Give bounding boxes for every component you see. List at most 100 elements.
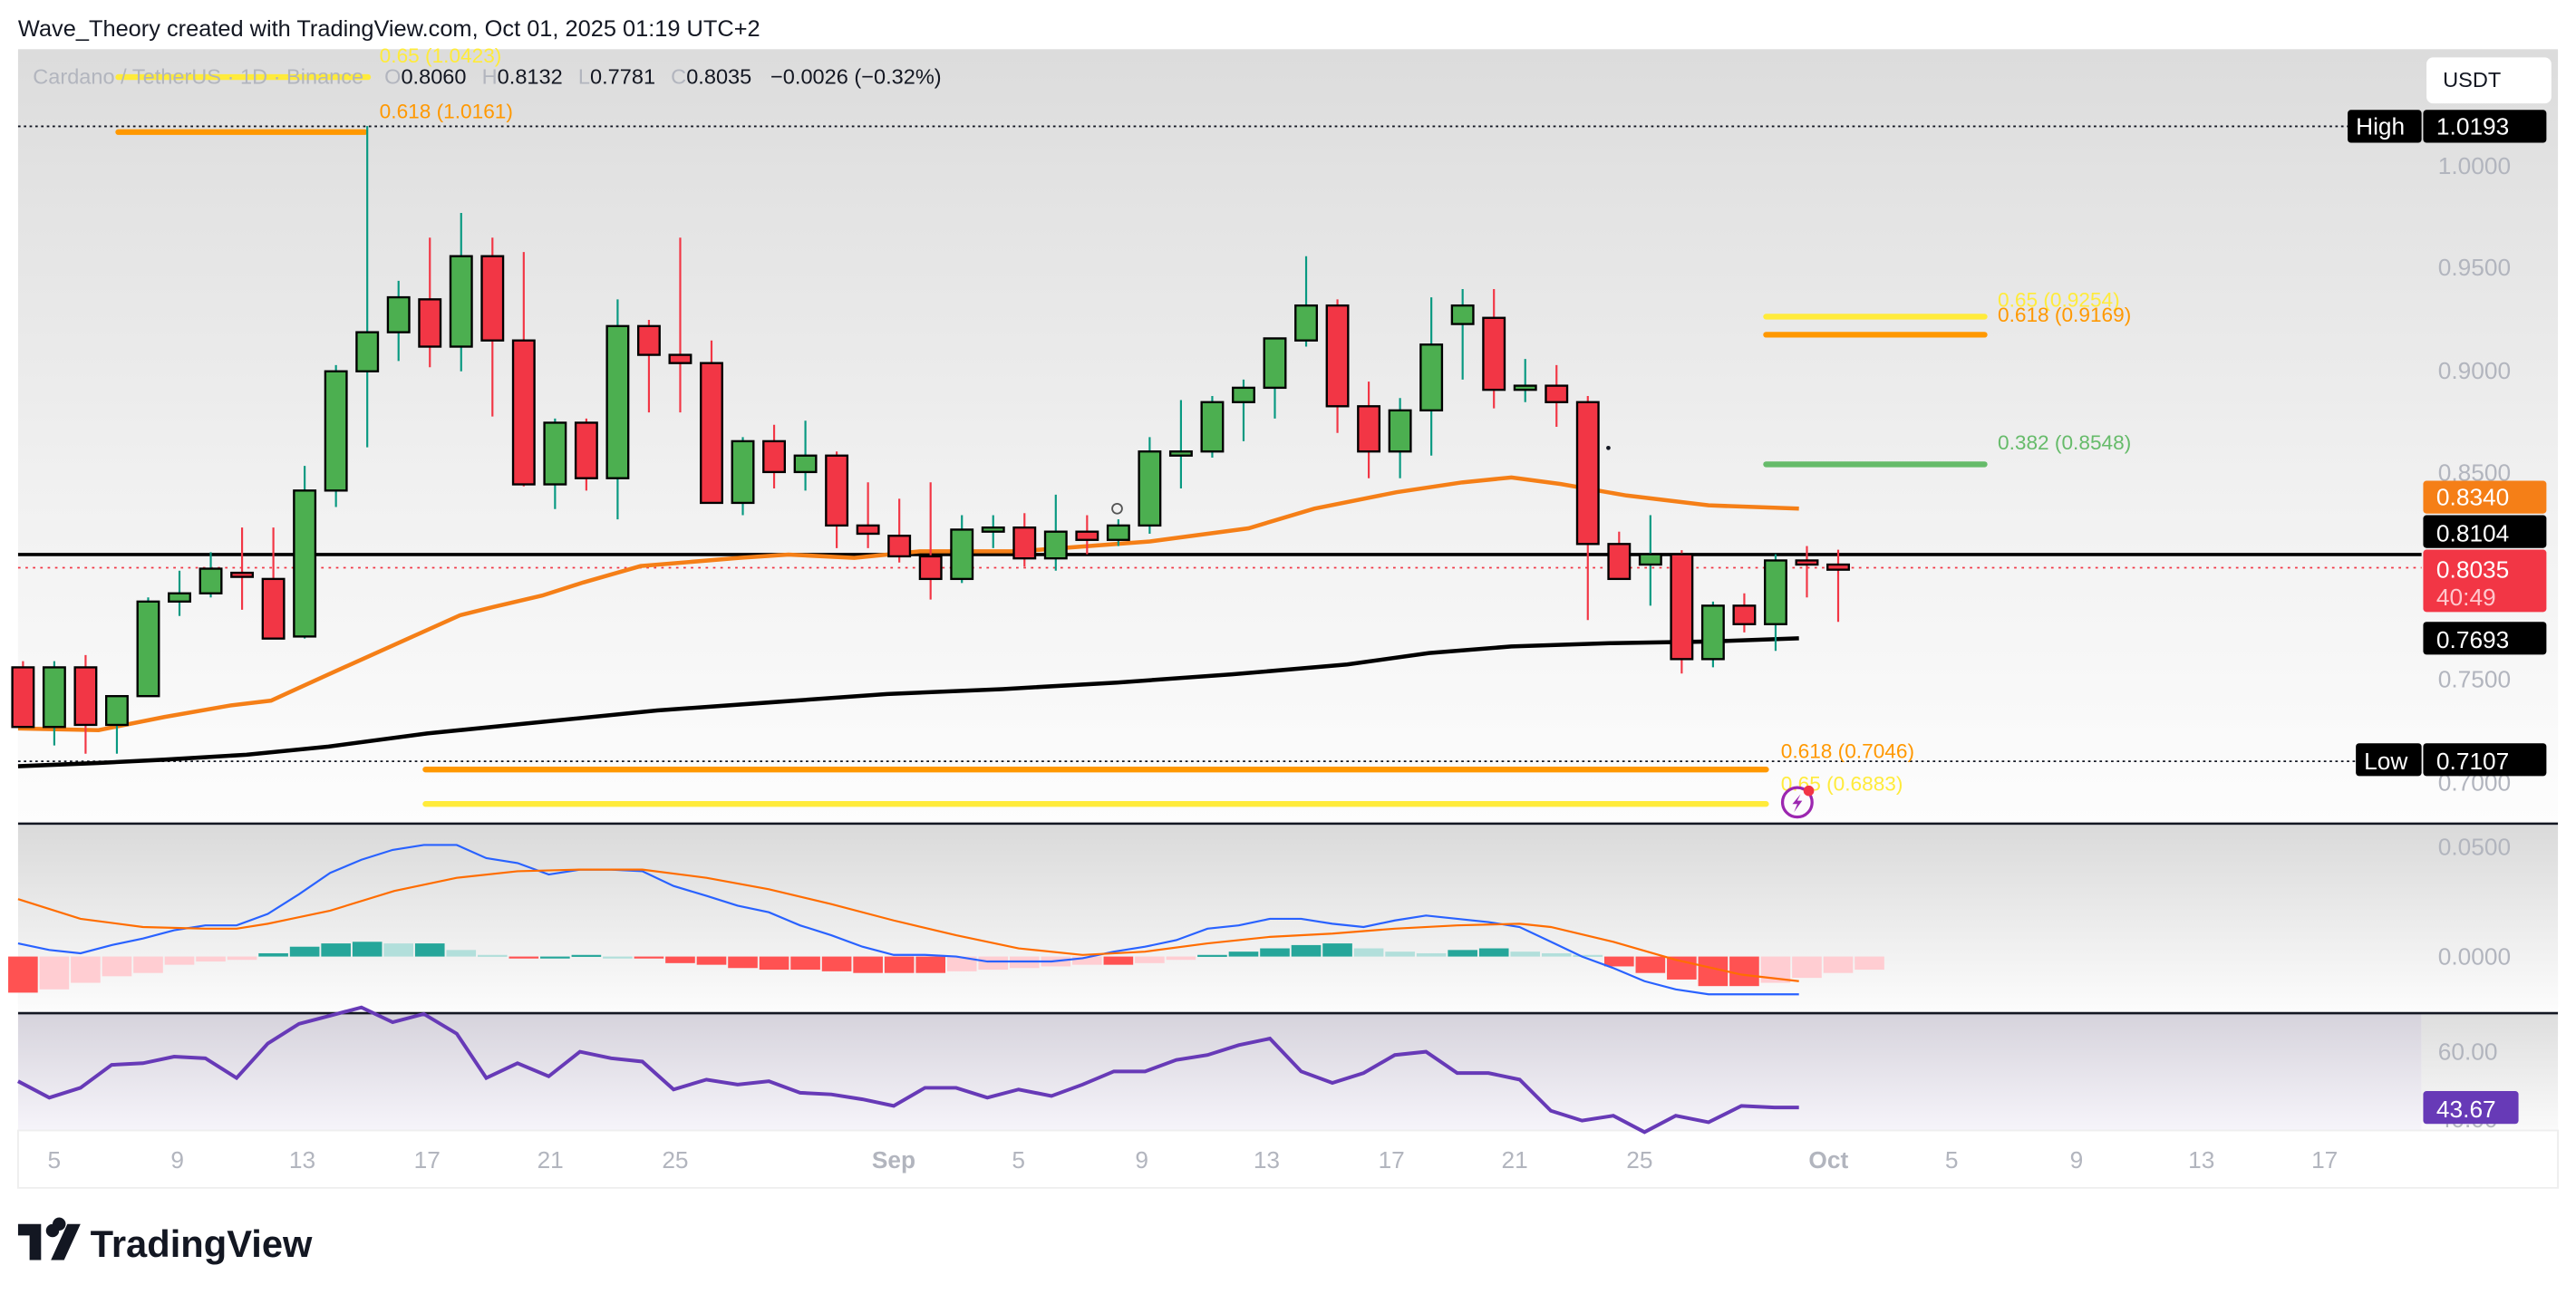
candle[interactable] (605, 299, 630, 520)
time-axis-labels[interactable]: 5 9 13 17 21 25 Sep 5 9 13 17 21 25 Oct 5 9 13 17 (48, 1146, 2339, 1174)
candle[interactable] (887, 498, 912, 563)
candle[interactable] (511, 252, 536, 487)
candle[interactable] (1545, 364, 1569, 427)
candle[interactable] (42, 661, 66, 746)
tradingview-logo[interactable]: TradingView (17, 1217, 313, 1265)
candle[interactable] (543, 418, 567, 509)
ema200-price-tag: 0.7693 (2423, 622, 2547, 655)
time-tick: 13 (2188, 1146, 2214, 1174)
candle[interactable] (261, 527, 286, 640)
candle[interactable] (1575, 395, 1600, 621)
candle[interactable] (1043, 494, 1068, 571)
macd-bar (1260, 948, 1290, 957)
candle-body (261, 577, 286, 640)
candle[interactable] (1232, 379, 1255, 441)
candle[interactable] (199, 552, 223, 598)
candle[interactable] (856, 482, 880, 548)
dividend-marker-icon[interactable] (1111, 502, 1123, 515)
lightning-event-icon[interactable] (1780, 785, 1815, 819)
svg-text:0.7693: 0.7693 (2436, 626, 2509, 653)
candle[interactable] (762, 424, 787, 489)
macd-tick: 0.0000 (2438, 943, 2511, 971)
candle[interactable] (1294, 256, 1318, 347)
candle[interactable] (1106, 519, 1130, 546)
candle[interactable] (1138, 437, 1162, 534)
currency-label[interactable]: USDT (2443, 68, 2501, 92)
candle[interactable] (1200, 395, 1225, 459)
candle[interactable] (825, 451, 849, 548)
candle[interactable] (480, 237, 505, 417)
candle[interactable] (386, 280, 411, 362)
symbol-name[interactable]: Cardano / TetherUS · 1D · Binance (33, 64, 363, 88)
candle[interactable] (1450, 288, 1475, 380)
candle-body (887, 535, 912, 558)
macd-bar (1448, 950, 1477, 957)
candle-body (136, 600, 160, 698)
candle[interactable] (1012, 513, 1037, 567)
candle[interactable] (731, 437, 755, 516)
candle-body (1450, 304, 1475, 325)
macd-bar (1322, 943, 1352, 957)
time-axis[interactable] (17, 1129, 2559, 1189)
candle[interactable] (1513, 359, 1537, 402)
candle[interactable] (230, 527, 255, 610)
candle[interactable] (1826, 549, 1850, 623)
candle[interactable] (355, 126, 380, 448)
candle[interactable] (293, 466, 317, 639)
candle[interactable] (1168, 400, 1193, 489)
candle[interactable] (1388, 398, 1412, 478)
candle[interactable] (981, 515, 1005, 548)
candle[interactable] (1263, 337, 1287, 419)
candle[interactable] (1075, 515, 1099, 555)
fib-label-065-mid: 0.65 (0.9254) (1998, 289, 2120, 312)
macd-bar (634, 956, 664, 959)
candle[interactable] (1700, 601, 1725, 668)
candle[interactable] (1419, 297, 1444, 456)
candle[interactable] (636, 320, 661, 413)
candle[interactable] (168, 570, 191, 616)
macd-histogram (8, 942, 1884, 993)
price-tick: 1.0000 (2438, 152, 2511, 179)
candle-body (293, 489, 317, 638)
candle[interactable] (918, 482, 943, 600)
candle[interactable] (1670, 550, 1694, 674)
main-pane[interactable] (17, 49, 2559, 824)
candle[interactable] (105, 695, 129, 754)
candle[interactable] (1357, 382, 1381, 478)
candle[interactable] (1325, 299, 1350, 433)
candle[interactable] (418, 237, 442, 368)
candle[interactable] (1795, 546, 1819, 598)
candle[interactable] (1732, 593, 1757, 633)
macd-bar (133, 956, 163, 973)
candle-body (73, 666, 98, 727)
candle[interactable] (574, 418, 598, 491)
candle[interactable] (11, 661, 35, 729)
macd-bar (227, 956, 257, 961)
candle-body (605, 324, 630, 479)
price-axis[interactable]: USDT 1.0000 0.9500 0.9000 0.8500 0.7500 … (2348, 57, 2552, 1133)
candle[interactable] (700, 340, 723, 505)
candle[interactable] (1638, 515, 1662, 606)
candle[interactable] (1763, 554, 1787, 652)
macd-bar (728, 956, 758, 969)
macd-bar (1510, 951, 1541, 957)
candle[interactable] (324, 364, 348, 507)
candle[interactable] (449, 213, 473, 372)
candlestick-series[interactable] (11, 126, 1850, 754)
candle-body (168, 592, 191, 604)
candle[interactable] (668, 237, 692, 413)
candle[interactable] (1482, 288, 1506, 409)
candle[interactable] (793, 420, 818, 491)
rsi-line (17, 1005, 1799, 1135)
symbol-legend[interactable]: Cardano / TetherUS · 1D · Binance O0.806… (33, 61, 941, 90)
macd-signal-line (17, 868, 1799, 982)
svg-text:0.8340: 0.8340 (2436, 484, 2509, 511)
candle[interactable] (73, 654, 98, 754)
candle[interactable] (950, 515, 974, 584)
fib-levels: 0.65 (1.0423) 0.618 (1.0161) 0.65 (0.925… (115, 44, 2131, 807)
rsi-pane[interactable] (17, 1013, 2422, 1131)
candle[interactable] (136, 597, 160, 698)
candle-body (1200, 401, 1225, 453)
currency-button[interactable] (2426, 57, 2552, 104)
candle[interactable] (1607, 531, 1632, 581)
